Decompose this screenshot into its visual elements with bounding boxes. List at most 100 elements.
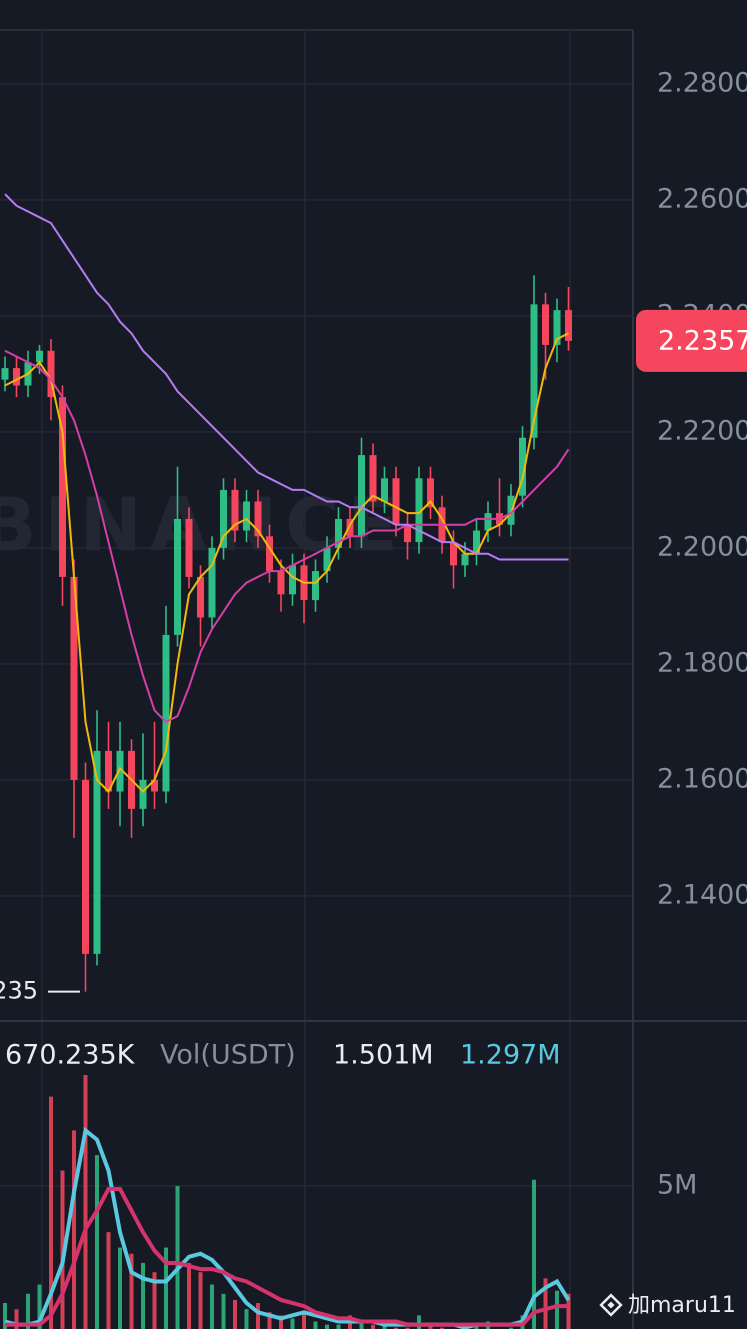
low-marker-label: 2.1235	[0, 977, 38, 1005]
volume-bar	[83, 1075, 88, 1329]
volume-bar	[417, 1315, 421, 1329]
ma-line	[4, 349, 570, 724]
volume-bar	[164, 1247, 168, 1329]
candle-body	[243, 501, 250, 531]
candle-body	[277, 571, 285, 595]
candle-body	[13, 368, 20, 386]
volume-bar	[428, 1324, 433, 1329]
volume-bar	[290, 1318, 295, 1329]
candle-body	[220, 489, 227, 548]
candle-body	[542, 304, 549, 345]
volume-bar	[543, 1278, 548, 1329]
volume-legend: 1.501M	[333, 1040, 434, 1071]
candle-body	[369, 455, 377, 502]
candle-body	[70, 576, 78, 780]
volume-bar	[371, 1324, 375, 1329]
candle-body	[151, 779, 158, 792]
volume-bar	[532, 1179, 536, 1329]
y-tick-label: 2.2000	[657, 531, 747, 562]
volume-bar	[244, 1309, 249, 1329]
volume-bar	[555, 1290, 559, 1329]
candle-body	[461, 553, 469, 566]
candle-body	[139, 779, 147, 809]
volume-bar	[302, 1312, 306, 1329]
candle-body	[484, 513, 492, 531]
candle-body	[36, 350, 43, 363]
volume-bar	[141, 1262, 145, 1329]
volume-ma-line	[5, 1187, 569, 1327]
candle-body	[185, 518, 193, 577]
ma-line	[4, 193, 569, 561]
volume-legend: 670.235K	[5, 1040, 136, 1071]
y-tick-label: 5M	[657, 1169, 697, 1200]
volume-bar	[221, 1293, 226, 1329]
candle-body	[519, 437, 526, 496]
candle-body	[553, 310, 561, 345]
y-tick-label: 2.1800	[657, 647, 747, 678]
last-price-label: 2.2357	[658, 325, 747, 356]
candle-body	[312, 571, 319, 601]
footer-text: 加maru11	[628, 1293, 736, 1318]
volume-bar	[313, 1321, 318, 1329]
watermark: BINANCE	[0, 483, 406, 569]
candle-body	[59, 397, 66, 577]
candle-body	[254, 501, 262, 537]
candle-body	[1, 368, 9, 380]
volume-bar	[256, 1303, 260, 1329]
volume-legend: 1.297M	[460, 1040, 561, 1071]
candle-body	[82, 779, 89, 954]
candle-body	[116, 750, 124, 792]
y-tick-label: 2.1400	[657, 879, 747, 910]
candle-body	[323, 547, 331, 572]
candle-body	[473, 530, 480, 554]
y-tick-label: 2.1600	[657, 763, 747, 794]
candle-body	[289, 565, 296, 595]
volume-bar	[26, 1293, 30, 1329]
volume-bar	[394, 1327, 398, 1329]
volume-bar	[474, 1324, 479, 1329]
volume-bar	[359, 1321, 364, 1329]
candle-body	[93, 750, 101, 954]
volume-bar	[267, 1312, 272, 1329]
volume-bar	[325, 1324, 329, 1329]
candle-body	[335, 518, 342, 548]
volume-bar	[95, 1155, 99, 1329]
candle-body	[415, 478, 423, 543]
volume-bar	[198, 1272, 203, 1329]
candle-body	[162, 634, 170, 792]
y-tick-label: 2.2800	[657, 67, 747, 98]
volume-bar	[566, 1293, 571, 1329]
volume-bar	[336, 1324, 341, 1329]
volume-bar	[72, 1130, 76, 1329]
volume-bar	[106, 1232, 111, 1329]
volume-bar	[509, 1327, 513, 1329]
volume-bar	[210, 1284, 214, 1329]
candle-body	[404, 524, 411, 543]
candle-body	[427, 478, 434, 508]
candle-body	[358, 455, 365, 537]
candle-body	[231, 489, 239, 531]
candle-body	[266, 536, 273, 572]
candle-body	[530, 304, 538, 438]
volume-bar	[279, 1315, 283, 1329]
last-price-tag	[636, 309, 747, 372]
volume-bar	[3, 1303, 7, 1329]
y-tick-label: 2.2200	[657, 415, 747, 446]
volume-legend: Vol(USDT)	[160, 1040, 296, 1071]
volume-bar	[152, 1272, 157, 1329]
volume-bar	[60, 1170, 65, 1329]
candle-body	[346, 518, 354, 537]
volume-bar	[405, 1327, 410, 1329]
candle-body	[197, 576, 204, 618]
volume-bar	[49, 1096, 53, 1329]
volume-bar	[37, 1284, 42, 1329]
candle-body	[450, 542, 457, 566]
volume-bar	[440, 1327, 444, 1329]
candle-body	[392, 478, 400, 525]
candle-body	[105, 750, 112, 792]
volume-bar	[175, 1185, 180, 1329]
volume-bar	[233, 1299, 237, 1329]
candle-body	[565, 310, 572, 341]
volume-bar	[118, 1247, 122, 1329]
